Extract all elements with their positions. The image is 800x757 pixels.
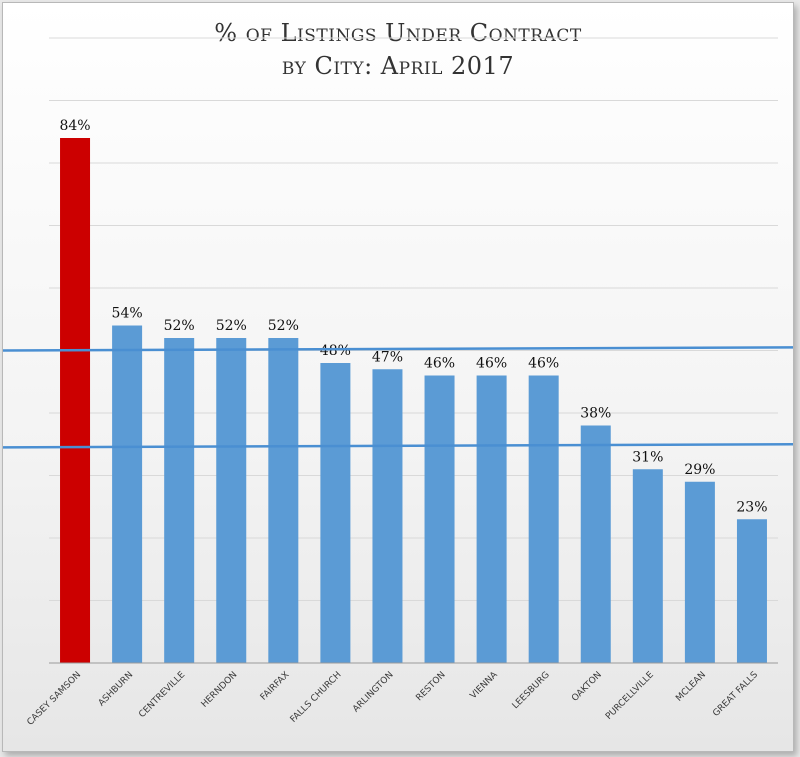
x-tick-label: RESTON [414, 670, 447, 703]
data-label: 46% [424, 356, 455, 372]
bar-mclean [684, 481, 715, 663]
bar-purcellville [632, 469, 663, 663]
x-tick-label: FAIRFAX [259, 670, 292, 703]
x-tick-label: PURCELLVILLE [604, 670, 656, 722]
x-tick-label: VIENNA [469, 669, 501, 701]
x-tick-label: HERNDON [200, 670, 240, 710]
x-tick-label: ARLINGTON [351, 670, 395, 714]
chart-title-line-1: % of Listings Under Contract [214, 19, 582, 47]
reference-line-2 [3, 443, 793, 449]
data-label: 52% [216, 318, 247, 334]
data-label: 46% [528, 356, 559, 372]
bar-casey-samson [60, 138, 91, 663]
x-tick-label: CASEY SAMSON [26, 670, 84, 728]
data-label: 31% [632, 449, 663, 465]
bars [60, 138, 767, 663]
data-labels: 84% 54% 52% 52% 52% 48% 47% 46% 46% 46% 38% 31% 29% 2… [59, 118, 767, 515]
x-tick-label: CENTREVILLE [137, 670, 187, 720]
x-tick-labels: CASEY SAMSON ASHBURN CENTREVILLE HERNDON FAI… [26, 669, 761, 727]
x-tick-label: GREAT FALLS [711, 670, 760, 719]
reference-lines [3, 346, 793, 449]
bar-leesburg [528, 375, 559, 663]
bar-oakton [580, 425, 611, 663]
x-tick-label: ASHBURN [97, 670, 135, 708]
data-label: 52% [268, 318, 299, 334]
bar-chart: 84% 54% 52% 52% 52% 48% 47% 46% 46% 46% 38% 31% 29% 2… [3, 37, 793, 728]
data-label: 23% [736, 499, 767, 515]
bar-reston [424, 375, 455, 663]
bar-falls-church [320, 363, 351, 663]
x-tick-label: FALLS CHURCH [289, 670, 344, 725]
bar-ashburn [112, 325, 143, 663]
x-tick-label: MCLEAN [674, 670, 708, 704]
data-label: 38% [580, 406, 611, 422]
bar-fairfax [268, 338, 299, 663]
data-label: 46% [476, 356, 507, 372]
gridlines [49, 37, 778, 601]
bar-herndon [216, 338, 247, 663]
bar-great-falls [736, 519, 767, 663]
data-label: 52% [164, 318, 195, 334]
x-tick-label: LEESBURG [511, 670, 552, 711]
data-label: 54% [112, 306, 143, 322]
chart-title: % of Listings Under Contract by City: Ap… [3, 17, 793, 83]
bar-arlington [372, 369, 403, 663]
data-label: 47% [372, 349, 403, 365]
bar-vienna [476, 375, 507, 663]
bar-centreville [164, 338, 195, 663]
data-label: 48% [320, 343, 351, 359]
chart-title-line-2: by City: April 2017 [281, 52, 515, 80]
data-label: 84% [59, 118, 90, 134]
reference-line-1 [3, 346, 793, 352]
x-tick-label: OAKTON [570, 670, 604, 704]
data-label: 29% [684, 462, 715, 478]
